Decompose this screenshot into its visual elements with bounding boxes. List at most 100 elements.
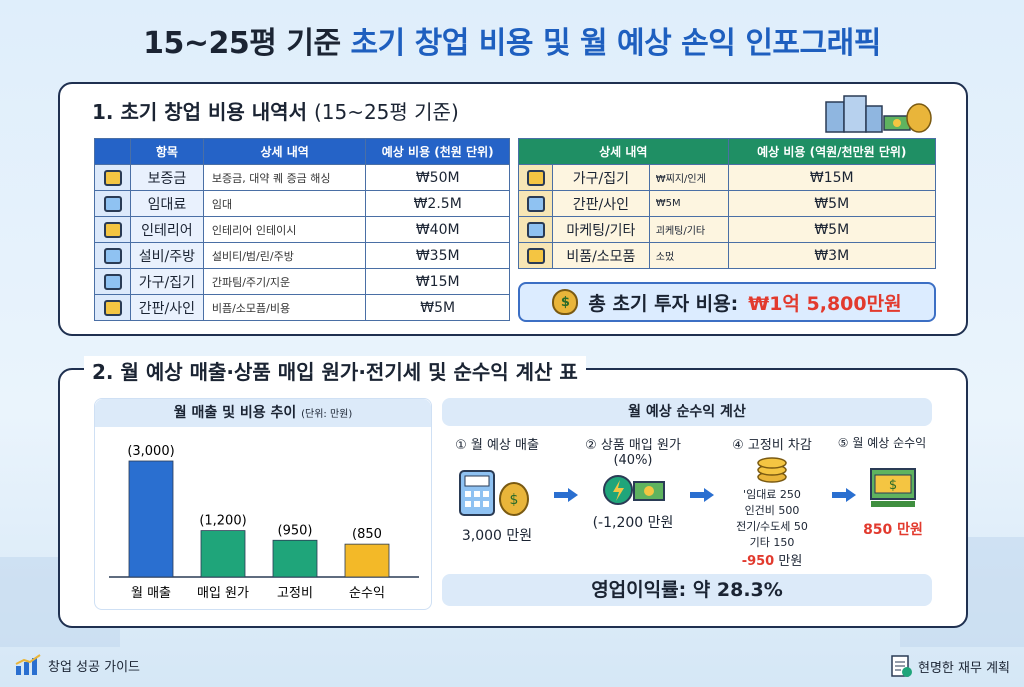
row-detail: 간파팀/주기/지운: [202, 268, 367, 295]
row-detail: 괴케팅/기타: [648, 216, 729, 243]
step-fixed-costs: ④ 고정비 차감 '임대료 250 인건비 500 전기/수도세 50 기타 1…: [714, 434, 830, 569]
bar-chart: 월 매출 및 비용 추이 (단위: 만원) (3,000) 월 매출 (1,200)…: [94, 398, 432, 610]
category-label-0: 월 매출: [131, 586, 171, 601]
row-name: 간판/사인: [130, 294, 204, 321]
calculator-money-icon: $: [459, 470, 529, 516]
step-label: ① 월 예상 매출: [455, 438, 539, 453]
section-initial-costs: 1. 초기 창업 비용 내역서 (15~25평 기준) 항목 상세 내역 예상 …: [58, 82, 968, 336]
bar-2: [272, 539, 318, 578]
step-label: ④ 고정비 차감: [732, 438, 812, 453]
bar-1: [200, 530, 246, 578]
chair-icon: [526, 169, 545, 186]
step-label: ⑤ 월 예상 순수익: [837, 436, 927, 450]
arrow-right-icon: [554, 488, 578, 502]
step-value: 3,000 만원: [461, 528, 533, 544]
fixed-cost-line: 전기/수도세 50: [736, 520, 808, 533]
category-label-1: 매입 원가: [197, 586, 249, 601]
chart-header: 월 매출 및 비용 추이 (단위: 만원): [95, 399, 431, 427]
section2-title: 2. 월 예상 매출·상품 매입 원가·전기세 및 순수익 계산 표: [84, 356, 586, 385]
chart-svg: (3,000) 월 매출 (1,200) 매입 원가 (950) 고정비 (850 순수익: [109, 444, 419, 601]
building-money-icon: [825, 95, 932, 133]
row-name: 간판/사인: [552, 190, 650, 217]
cost-table-right: 상세 내역 예상 비용 (역원/천만원 단위) 가구/집기 ₩찌지/인게 ₩15…: [518, 138, 937, 269]
total-label: 총 초기 투자 비용:: [588, 292, 739, 315]
total-investment: $ 총 초기 투자 비용: ₩1억 5,800만원: [518, 282, 936, 322]
step-net-profit: ⑤ 월 예상 순수익 $ 850 만원: [838, 434, 934, 539]
table-row: 비품/소모품 소멌 ₩3M: [518, 242, 937, 269]
footer-right: 현명한 재무 계획: [890, 654, 1010, 678]
checklist-icon: [891, 655, 912, 677]
table-row: 인테리어 인테리어 인테이시 ₩40M: [94, 216, 510, 243]
step-value-unit: 만원: [774, 554, 803, 569]
data-label-1: (1,200): [199, 514, 246, 529]
chart-unit: (단위: 만원): [301, 409, 353, 420]
table-row: 설비/주방 설비티/범/린/주방 ₩35M: [94, 242, 510, 269]
bar-0: [128, 460, 174, 578]
col-icon: [94, 138, 131, 165]
step-sub: (40%): [613, 453, 653, 468]
step-value: 850 만원: [863, 522, 923, 538]
row-detail: 임대: [202, 190, 367, 217]
row-detail: 설비티/범/린/주방: [202, 242, 367, 269]
calc-title: 월 예상 순수익 계산: [442, 398, 932, 426]
row-cost: ₩35M: [365, 242, 510, 269]
house-icon: [103, 195, 122, 212]
page-title: 15~25평 기준 초기 창업 비용 및 월 예상 손익 인포그래픽: [0, 18, 1024, 62]
step-revenue: ① 월 예상 매출 $ 3,000 만원: [442, 434, 552, 545]
row-cost: ₩5M: [365, 294, 510, 321]
row-cost: ₩5M: [727, 216, 937, 243]
title-part1: 15~25평 기준: [143, 26, 341, 61]
row-name: 인테리어: [130, 216, 204, 243]
row-detail: 비픔/소모픔/비용: [202, 294, 367, 321]
row-cost: ₩5M: [727, 190, 937, 217]
chart-title: 월 매출 및 비용 추이: [173, 405, 297, 421]
supplies-icon: [526, 247, 545, 264]
row-name: 가구/집기: [552, 164, 650, 191]
arrow-right-icon: [690, 488, 714, 502]
footer-right-text: 현명한 재무 계획: [918, 660, 1010, 676]
bar-3: [344, 543, 390, 578]
row-name: 설비/주방: [130, 242, 204, 269]
row-detail: 보증금, 대약 퀘 증금 해싱: [202, 164, 367, 191]
signboard-icon: [526, 195, 545, 212]
section-monthly-profit: 2. 월 예상 매출·상품 매입 원가·전기세 및 순수익 계산 표 월 매출 …: [58, 356, 968, 628]
row-name: 보증금: [130, 164, 204, 191]
row-name: 가구/집기: [130, 268, 204, 295]
electricity-money-icon: [603, 475, 665, 505]
row-cost: ₩40M: [365, 216, 510, 243]
col-item: 항목: [130, 138, 204, 165]
kitchen-icon: [103, 247, 122, 264]
fixed-cost-line: 기타 150: [749, 536, 795, 549]
checkmark-icon: [526, 221, 545, 238]
section1-title: 1. 초기 창업 비용 내역서 (15~25평 기준): [84, 96, 467, 125]
table-row: 마케팅/기타 괴케팅/기타 ₩5M: [518, 216, 937, 243]
row-cost: ₩3M: [727, 242, 937, 269]
data-label-0: (3,000): [127, 444, 174, 459]
money-bag-icon: $: [552, 289, 579, 315]
row-detail: 인테리어 인테이시: [202, 216, 367, 243]
deposit-icon: [103, 169, 122, 186]
cost-table-left: 항목 상세 내역 예상 비용 (천원 단위) 보증금 보증금, 대약 퀘 증금 …: [94, 138, 510, 321]
table-row: 가구/집기 간파팀/주기/지운 ₩15M: [94, 268, 510, 295]
section1-subtitle: (15~25평 기준): [313, 100, 459, 124]
furniture-icon: [103, 273, 122, 290]
category-label-2: 고정비: [277, 586, 313, 601]
cash-stack-icon: $: [870, 468, 916, 507]
col-detail: 상세 내역: [202, 138, 367, 165]
title-part2: 초기 창업 비용 및 월 예상 손익 인포그래픽: [350, 26, 882, 61]
coin-stack-icon: [757, 457, 787, 483]
row-cost: ₩15M: [727, 164, 937, 191]
row-name: 마케팅/기타: [552, 216, 650, 243]
table-row: 임대료 임대 ₩2.5M: [94, 190, 510, 217]
data-label-3: (850: [352, 527, 382, 542]
signboard-icon: [103, 299, 122, 316]
col-cost: 예상 비용 (천원 단위): [365, 138, 510, 165]
step-value-number: -950: [741, 554, 775, 569]
step-value: -950 만원: [714, 550, 830, 569]
growth-chart-icon: [15, 654, 41, 675]
row-detail: ₩찌지/인게: [648, 164, 729, 191]
svg-text:$: $: [889, 478, 897, 493]
row-cost: ₩50M: [365, 164, 510, 191]
arrow-right-icon: [832, 488, 856, 502]
profit-calculation: 월 예상 순수익 계산 ① 월 예상 매출 $ 3,000 만원 ② 상품 매입…: [442, 398, 932, 610]
